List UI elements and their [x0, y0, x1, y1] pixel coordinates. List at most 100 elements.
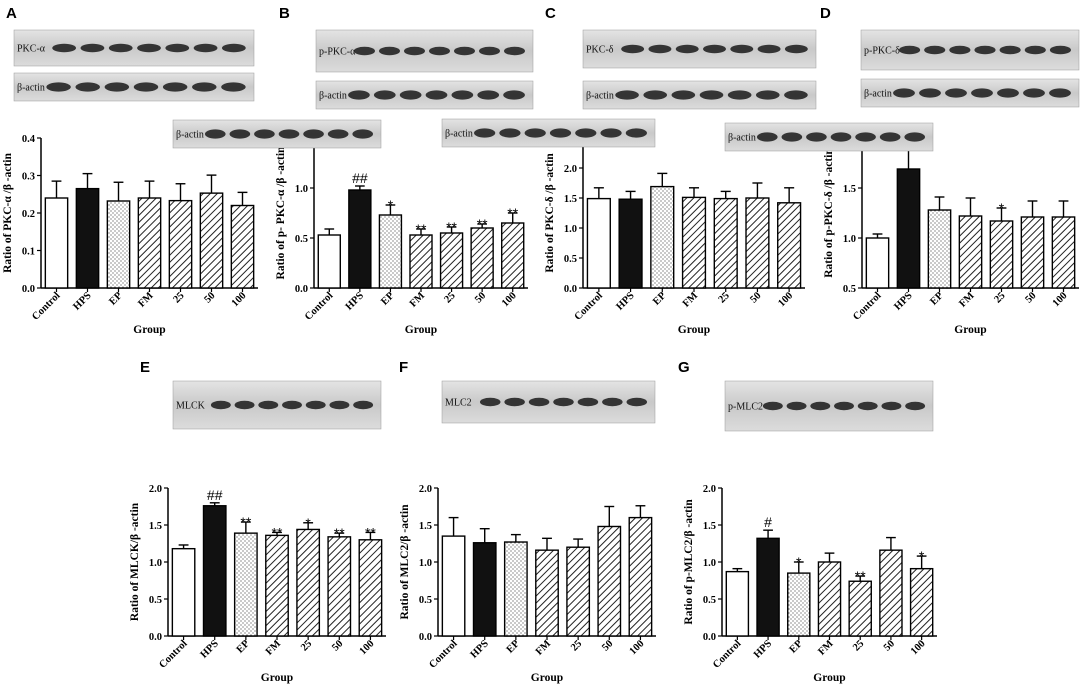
blot-band [974, 45, 996, 55]
y-axis-label: Ratio of MLCK/β -actin [129, 502, 141, 621]
blot-band [46, 82, 71, 92]
panel-e: E MLCK β-actin 0.0 0.5 1.0 1.5 2.0 Ratio of MLCK… [129, 119, 386, 684]
blot-band [899, 45, 921, 55]
blot-band [354, 46, 375, 56]
x-category-label: 50 [748, 290, 763, 305]
blot-band [528, 397, 550, 407]
blot-band [305, 400, 326, 410]
y-tick-label: 0.5 [564, 254, 577, 265]
blot-band [924, 45, 946, 55]
blot-label: β-actin [319, 91, 347, 102]
blot-band [503, 90, 525, 100]
western-blot: MLCK β-actin [172, 119, 382, 430]
blot-band [810, 401, 831, 411]
significance-mark: ** [272, 524, 283, 540]
y-tick-label: 0.0 [22, 284, 35, 295]
x-category-label: HPS [71, 290, 93, 312]
blot-band [703, 44, 726, 54]
blot-band [429, 46, 450, 56]
blot-band [602, 397, 623, 407]
x-axis-label: Group [405, 324, 437, 336]
bar [756, 537, 780, 637]
x-category-label: HPS [752, 638, 774, 660]
x-axis-label: Group [678, 324, 710, 336]
bar [230, 204, 255, 289]
bar [879, 549, 903, 637]
y-tick-label: 0.0 [149, 632, 162, 643]
western-blot: MLC2 β-actin [441, 118, 656, 424]
blot-label: β-actin [176, 130, 204, 141]
blot-band [671, 90, 696, 100]
y-axis-label: Ratio of PKC-δ /β -actin [544, 153, 556, 273]
blot-band [879, 132, 901, 142]
blot-band [997, 88, 1019, 98]
y-tick-label: 0.0 [564, 284, 577, 295]
significance-mark: ** [416, 221, 427, 237]
bar [745, 197, 770, 289]
blot-band [806, 132, 827, 142]
bar [470, 227, 494, 289]
blot-band [499, 128, 521, 138]
y-tick-label: 0.5 [703, 595, 716, 606]
x-category-label: 50 [202, 290, 217, 305]
bar [44, 197, 69, 289]
blot-band [373, 90, 396, 100]
y-tick-label: 0.5 [149, 595, 162, 606]
y-tick-label: 1.0 [295, 184, 308, 195]
x-category-label: HPS [469, 638, 491, 660]
x-category-label: FM [136, 290, 155, 309]
blot-band [762, 401, 783, 411]
blot-band [999, 45, 1021, 55]
blot-band [229, 129, 251, 139]
blot-band [282, 400, 302, 410]
y-axis-label: Ratio of MLC2/β -actin [399, 504, 411, 620]
x-category-label: HPS [199, 638, 221, 660]
significance-mark: * [999, 200, 1005, 216]
blot-band [379, 46, 400, 56]
x-axis-label: Group [954, 324, 986, 336]
blot-band [857, 401, 878, 411]
blot-band [621, 44, 645, 54]
blot-band [454, 46, 475, 56]
x-category-label: EP [788, 638, 806, 656]
blot-label: p-PKC-δ [864, 46, 900, 57]
bar [927, 209, 952, 289]
western-blot: p-MLC2 β-actin [724, 122, 934, 432]
blot-band [327, 129, 349, 139]
y-tick-label: 1.0 [419, 558, 432, 569]
significance-mark: ** [334, 525, 345, 541]
blot-band [329, 400, 350, 410]
y-axis-label: Ratio of PKC-α /β -actin [2, 153, 14, 273]
significance-mark: ** [507, 205, 518, 221]
significance-mark: ** [365, 524, 376, 540]
x-category-label: Control [303, 290, 335, 322]
blot-band [781, 132, 803, 142]
x-axis-label: Group [813, 672, 845, 684]
blot-label: β-actin [864, 89, 892, 100]
significance-mark: ** [446, 219, 457, 235]
y-tick-label: 0.0 [703, 632, 716, 643]
blot-band [575, 128, 597, 138]
y-tick-label: 0.1 [22, 247, 35, 258]
panel-letter: C [545, 5, 556, 22]
y-tick-label: 2.0 [703, 484, 716, 495]
y-tick-label: 1.5 [149, 521, 162, 532]
y-tick-label: 0.5 [295, 234, 308, 245]
bar [817, 561, 842, 637]
x-category-label: 25 [442, 290, 457, 305]
x-category-label: EP [651, 290, 669, 308]
blot-band [477, 90, 500, 100]
x-category-label: 50 [600, 638, 615, 653]
blot-band [192, 82, 217, 92]
bar [586, 197, 611, 289]
y-tick-label: 2.0 [564, 164, 577, 175]
blot-band [675, 44, 699, 54]
bar [713, 197, 738, 289]
bar [535, 549, 559, 637]
y-tick-label: 0.4 [22, 134, 36, 145]
bar [597, 525, 622, 637]
significance-mark: ## [207, 487, 223, 503]
